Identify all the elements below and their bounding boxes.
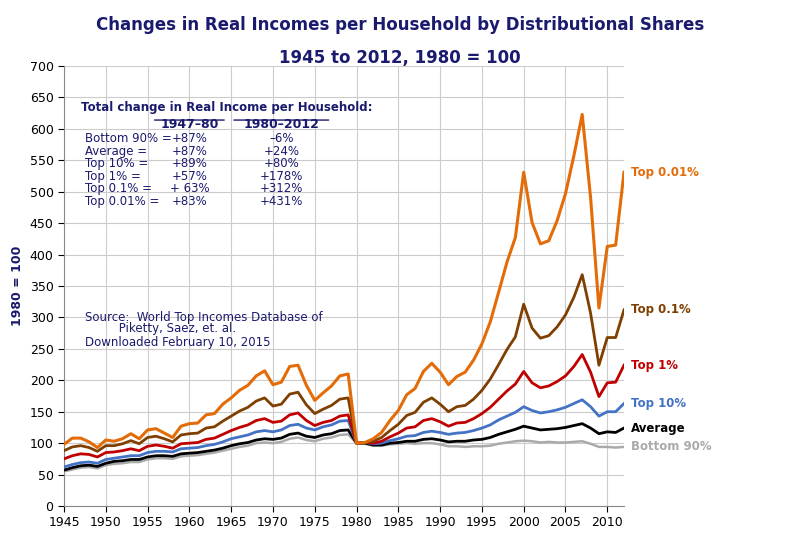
Text: Top 10% =: Top 10% = — [85, 157, 148, 170]
Text: Piketty, Saez, et. al.: Piketty, Saez, et. al. — [85, 322, 236, 335]
Text: –6%: –6% — [269, 132, 294, 145]
Text: Average: Average — [630, 421, 686, 434]
Text: Source:  World Top Incomes Database of: Source: World Top Incomes Database of — [85, 311, 322, 324]
Y-axis label: 1980 = 100: 1980 = 100 — [11, 246, 24, 326]
Text: +178%: +178% — [260, 170, 303, 183]
Text: +312%: +312% — [260, 182, 303, 195]
Text: Top 0.01%: Top 0.01% — [630, 166, 698, 179]
Text: +24%: +24% — [263, 145, 299, 157]
Text: 1945 to 2012, 1980 = 100: 1945 to 2012, 1980 = 100 — [279, 50, 521, 68]
Text: Changes in Real Incomes per Household by Distributional Shares: Changes in Real Incomes per Household by… — [96, 16, 704, 35]
Text: 1947–80: 1947–80 — [160, 118, 218, 130]
Text: Top 10%: Top 10% — [630, 397, 686, 410]
Text: Bottom 90% =: Bottom 90% = — [85, 132, 172, 145]
Text: +57%: +57% — [171, 170, 207, 183]
Text: Top 1%: Top 1% — [630, 359, 678, 372]
Text: 1980–2012: 1980–2012 — [243, 118, 319, 130]
Text: +80%: +80% — [263, 157, 299, 170]
Text: +87%: +87% — [171, 145, 207, 157]
Text: Downloaded February 10, 2015: Downloaded February 10, 2015 — [85, 336, 270, 349]
Text: Top 0.1%: Top 0.1% — [630, 304, 690, 316]
Text: Top 0.01% =: Top 0.01% = — [85, 195, 159, 208]
Text: Top 1% =: Top 1% = — [85, 170, 141, 183]
Text: +83%: +83% — [171, 195, 207, 208]
Text: +87%: +87% — [171, 132, 207, 145]
Text: +89%: +89% — [171, 157, 207, 170]
Text: +431%: +431% — [260, 195, 303, 208]
Text: Top 0.1% =: Top 0.1% = — [85, 182, 152, 195]
Text: Average =: Average = — [85, 145, 147, 157]
Text: + 63%: + 63% — [170, 182, 209, 195]
Text: Bottom 90%: Bottom 90% — [630, 441, 711, 453]
Text: Total change in Real Income per Household:: Total change in Real Income per Househol… — [81, 101, 372, 113]
